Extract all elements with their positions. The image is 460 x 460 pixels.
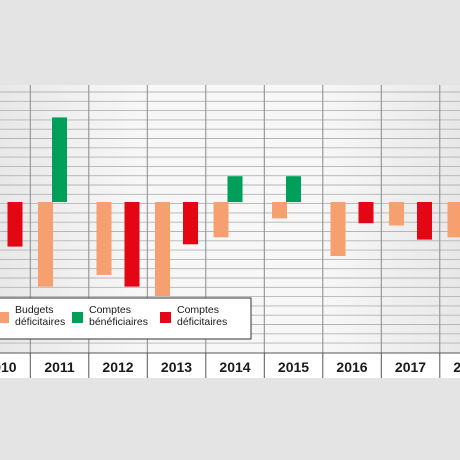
bar-comptes-d-ficitaires-2013 <box>183 202 198 245</box>
bar-budgets-d-ficitaires-2012 <box>96 202 112 275</box>
bar-budgets-d-ficitaires-2014 <box>213 202 229 238</box>
legend-box <box>0 297 252 340</box>
year-label-2017: 2017 <box>395 359 426 375</box>
bars <box>7 117 460 296</box>
legend-swatch-2 <box>72 312 83 323</box>
bar-chart: BudgetsdéficitairesComptesbénéficiairesC… <box>0 85 460 378</box>
year-strip-background <box>0 353 460 378</box>
bar-budgets-d-ficitaires-2016 <box>330 202 346 256</box>
bar-budgets-d-ficitaires-2017 <box>389 202 404 226</box>
bar-budgets-d-ficitaires-2011 <box>38 202 53 287</box>
legend-swatch-1 <box>0 312 9 323</box>
legend: BudgetsdéficitairesComptesbénéficiairesC… <box>0 297 252 340</box>
bar-comptes-b-n-ficiaires-2011 <box>52 117 67 202</box>
legend-label-2-1: Comptes <box>89 304 131 316</box>
chart-panel: Budgets déficitaires Comptes bénéficiaires C… <box>0 85 460 378</box>
year-label-2013: 2013 <box>161 359 192 375</box>
bar-comptes-b-n-ficiaires-2015 <box>286 176 301 203</box>
legend-label-1-2: déficitaires <box>15 316 65 328</box>
bar-comptes-b-n-ficiaires-2014 <box>227 176 243 203</box>
legend-label-2-2: bénéficiaires <box>89 316 148 328</box>
bar-comptes-d-ficitaires-2017 <box>417 202 432 240</box>
year-label-2012: 2012 <box>102 359 133 375</box>
bar-budgets-d-ficitaires-2015 <box>272 202 287 219</box>
legend-label-3-1: Comptes <box>177 304 219 316</box>
year-label-2010: 2010 <box>0 359 17 375</box>
year-label-2011: 2011 <box>44 359 75 375</box>
legend-swatch-3 <box>160 312 171 323</box>
year-label-2014: 2014 <box>219 359 250 375</box>
bar-budgets-d-ficitaires-2018 <box>447 202 460 238</box>
bar-comptes-d-ficitaires-2010 <box>7 202 23 247</box>
legend-label-3-2: déficitaires <box>177 316 227 328</box>
legend-label-1-1: Budgets <box>15 304 54 316</box>
year-label-2016: 2016 <box>336 359 367 375</box>
year-label-2015: 2015 <box>278 359 309 375</box>
bar-comptes-d-ficitaires-2016 <box>358 202 374 224</box>
year-label-2018: 2018 <box>453 359 460 375</box>
bar-budgets-d-ficitaires-2013 <box>155 202 170 296</box>
year-label-strip: 2010 2011 2012 2013 2014 2015 2016 2017 2018 <box>0 352 460 378</box>
bar-comptes-d-ficitaires-2012 <box>124 202 140 287</box>
